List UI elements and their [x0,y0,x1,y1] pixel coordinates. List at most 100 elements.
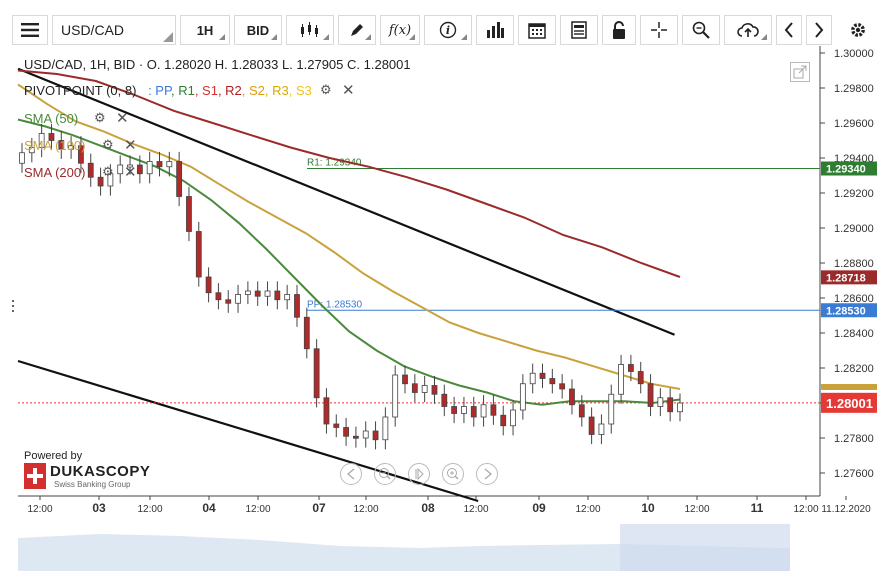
candle-body [343,427,349,437]
expand-icon[interactable] [790,62,810,82]
brand-sub: Swiss Banking Group [54,480,131,489]
pp-price-tag-bg [821,303,877,318]
candle-body [38,133,45,148]
candle-body [166,161,173,168]
trend-lines [17,67,675,503]
candle-body [107,173,114,187]
pivot-legend: PIVOTPOINT (0, 8) : PP, R1, S1, R2, S2, … [24,83,312,98]
candle-body [284,294,291,301]
reset-view-icon[interactable] [408,463,430,485]
candles [19,123,683,450]
swiss-cross-icon [24,463,46,489]
candle-body [539,372,546,379]
candle-body [618,364,624,395]
candle-body [362,430,369,439]
candle-body [500,414,507,427]
candle-body [510,409,516,427]
time-tick-label: 11 [751,501,764,515]
candle-body [78,145,84,164]
r1-price-tag-bg [821,161,877,176]
pivot-item-r2: , R2 [217,83,242,98]
timeframe-label: 1H [196,22,214,38]
time-tick-label: 12:00 [463,504,488,515]
time-tick-label: 12:00 [793,504,818,515]
candle-body [559,383,566,390]
price-tick-label: 1.28200 [834,363,874,375]
candle-body [48,133,55,141]
price-tick-label: 1.27800 [834,433,874,445]
sma200-price-tag: 1.28718 [826,272,866,284]
gear-icon[interactable] [842,15,874,45]
sma200-settings-gear-icon[interactable]: ⚙ [102,164,114,179]
chevron-right-icon[interactable] [806,15,832,45]
candle-body [608,393,615,425]
candle-body [637,371,644,385]
candle-body [470,406,477,418]
candle-body [274,290,281,301]
crosshair-icon[interactable] [640,15,678,45]
sma200-price-tag-bg [821,270,877,285]
candle-body [294,294,300,318]
candle-body [598,423,605,435]
scroll-right-icon[interactable] [476,463,498,485]
candle-body [19,152,25,164]
toolbar: USD/CAD 1H BID f(x) i [0,0,880,46]
candle-body [461,406,467,414]
pivot-close-icon[interactable]: ✕ [342,82,355,99]
pp-level-label: PP: 1.28530 [307,299,362,310]
candle-body [225,299,232,304]
candle-type-icon[interactable] [286,15,334,45]
candle-body [97,176,104,187]
candle-body [244,290,251,295]
pencil-icon[interactable] [338,15,376,45]
navigator-window [620,524,790,571]
candle-body [490,404,497,416]
dukascopy-logo: DUKASCOPY Swiss Banking Group [24,463,150,489]
candle-body [333,423,340,428]
time-tick-label: 09 [532,501,546,515]
scroll-left-icon[interactable] [340,463,362,485]
calendar-icon[interactable] [518,15,556,45]
sma200-line [17,69,681,278]
sma100-settings-gear-icon[interactable]: ⚙ [102,137,114,152]
time-tick-label: 12:00 [27,504,52,515]
pivot-settings-gear-icon[interactable]: ⚙ [320,82,332,97]
symbol-selector[interactable]: USD/CAD [52,15,176,45]
info-icon[interactable]: i [424,15,472,45]
zoom-out-icon[interactable] [374,463,396,485]
chart-grid [12,46,821,497]
pivot-item-s3: , S3 [288,83,312,98]
time-tick-label: 08 [421,501,435,515]
sma50-close-icon[interactable]: ✕ [116,110,129,127]
candle-body [392,374,399,418]
pivot-legend-items: : PP, R1, S1, R2, S2, R3, S3 [148,83,312,98]
price-chart[interactable]: R1: 1.29340 PP: 1.28530 1.30000 1.29800 1.2… [0,46,880,571]
fx-icon[interactable]: f(x) [380,15,420,45]
news-icon[interactable] [560,15,598,45]
sma50-settings-gear-icon[interactable]: ⚙ [94,110,106,125]
chevron-left-icon[interactable] [776,15,802,45]
sma200-close-icon[interactable]: ✕ [124,164,137,181]
candle-body [677,402,683,413]
chart-nav-controls [340,462,502,488]
sma100-close-icon[interactable]: ✕ [124,137,137,154]
bar-chart-icon[interactable] [476,15,514,45]
brand-name: DUKASCOPY [50,463,151,480]
price-tick-label: 1.27600 [834,468,874,480]
time-tick-label: 04 [202,501,216,515]
side-selector[interactable]: BID [234,15,282,45]
candle-body [87,162,94,178]
zoom-icon[interactable] [682,15,720,45]
cloud-upload-icon[interactable] [724,15,772,45]
pp-price-tag: 1.28530 [826,305,866,317]
candle-body [402,374,408,385]
pivot-item-r1: , R1 [170,83,195,98]
timeframe-selector[interactable]: 1H [180,15,230,45]
candle-body [353,435,359,439]
hamburger-menu-icon[interactable] [12,15,48,45]
lock-icon[interactable] [602,15,636,45]
drag-handle-dot [12,300,14,302]
candle-body [313,348,320,399]
zoom-in-icon[interactable] [442,463,464,485]
r1-price-tag: 1.29340 [826,164,866,176]
